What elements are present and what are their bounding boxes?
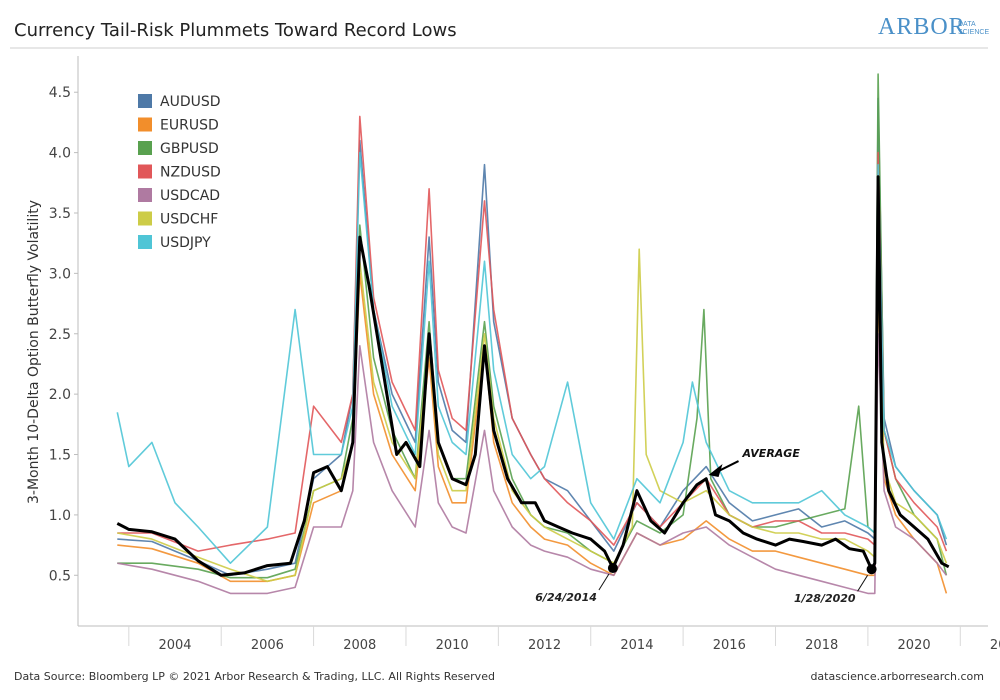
legend-swatch (138, 188, 152, 202)
series-line-usdjpy (116, 151, 948, 565)
series-line-usdcad (117, 332, 948, 595)
y-axis-ticks: 0.5 1.0 1.5 2.0 2.5 3.0 3.5 4.0 4.5 (49, 85, 78, 584)
y-tick-label: 2.0 (49, 387, 71, 403)
y-tick-label: 3.5 (49, 206, 71, 222)
annotation-point (607, 563, 618, 574)
y-tick-label: 4.5 (49, 85, 71, 101)
logo-sub-science: SCIENCE (958, 29, 990, 36)
y-axis-label: 3-Month 10-Delta Option Butterfly Volati… (26, 200, 42, 504)
x-tick-label: 2012 (528, 638, 561, 653)
x-tick-label: 2010 (436, 638, 469, 653)
series-lines (116, 73, 950, 595)
legend: AUDUSD EURUSD GBPUSD NZDUSD USDCAD USDCHF USDJ… (138, 94, 221, 251)
x-tick-label: 2022 (990, 638, 1000, 653)
series-line-gbpusd (117, 73, 948, 579)
x-tick-label: 2008 (343, 638, 376, 653)
series-line-average (116, 175, 950, 577)
x-tick-label: 2004 (158, 638, 191, 653)
legend-swatch (138, 235, 152, 249)
legend-swatch (138, 117, 152, 132)
annotation-leader (598, 573, 610, 591)
legend-swatch (138, 164, 152, 179)
annotation-leader (857, 574, 869, 592)
annotation-average: AVERAGE (742, 447, 801, 460)
legend-label: USDJPY (160, 235, 211, 251)
annotations: AVERAGE 6/24/2014 1/28/2020 (535, 447, 877, 605)
y-tick-label: 2.5 (49, 327, 71, 343)
x-tick-label: 2018 (805, 638, 838, 653)
annotation-point (866, 564, 877, 575)
y-tick-label: 1.5 (49, 448, 71, 464)
x-axis-ticks: 2004 2006 2008 2010 2012 2014 2016 2018 2020 2022 (128, 626, 1000, 653)
chart-title: Currency Tail-Risk Plummets Toward Recor… (14, 20, 457, 41)
x-tick-label: 2016 (713, 638, 746, 653)
x-tick-label: 2014 (620, 638, 653, 653)
legend-label: NZDUSD (160, 165, 221, 181)
series-line-usdchf (117, 248, 948, 583)
annotation-date: 1/28/2020 (794, 592, 856, 605)
legend-label: EURUSD (160, 118, 219, 134)
logo-sub-data: DATA (958, 21, 976, 28)
website-link[interactable]: datascience.arborresearch.com (810, 670, 984, 683)
y-tick-label: 3.0 (49, 266, 71, 282)
axis-frame (77, 56, 988, 627)
average-arrow-head (708, 464, 723, 478)
legend-label: AUDUSD (160, 94, 221, 110)
legend-label: USDCHF (160, 212, 218, 228)
legend-swatch (138, 94, 152, 108)
x-tick-label: 2020 (898, 638, 931, 653)
series-line-nzdusd (117, 115, 948, 552)
legend-label: GBPUSD (160, 141, 219, 157)
logo-word: ARBOR (878, 14, 966, 40)
y-tick-label: 1.0 (49, 508, 71, 524)
legend-label: USDCAD (160, 188, 220, 204)
legend-swatch (138, 211, 152, 226)
arbor-logo: ARBOR DATA SCIENCE (878, 14, 989, 41)
y-tick-label: 0.5 (49, 568, 71, 584)
y-tick-label: 4.0 (49, 146, 71, 162)
logo-subtitle: DATA SCIENCE (958, 21, 989, 37)
legend-swatch (138, 141, 152, 155)
data-source-note: Data Source: Bloomberg LP © 2021 Arbor R… (14, 670, 495, 683)
annotation-date: 6/24/2014 (535, 591, 597, 604)
x-tick-label: 2006 (251, 638, 284, 653)
